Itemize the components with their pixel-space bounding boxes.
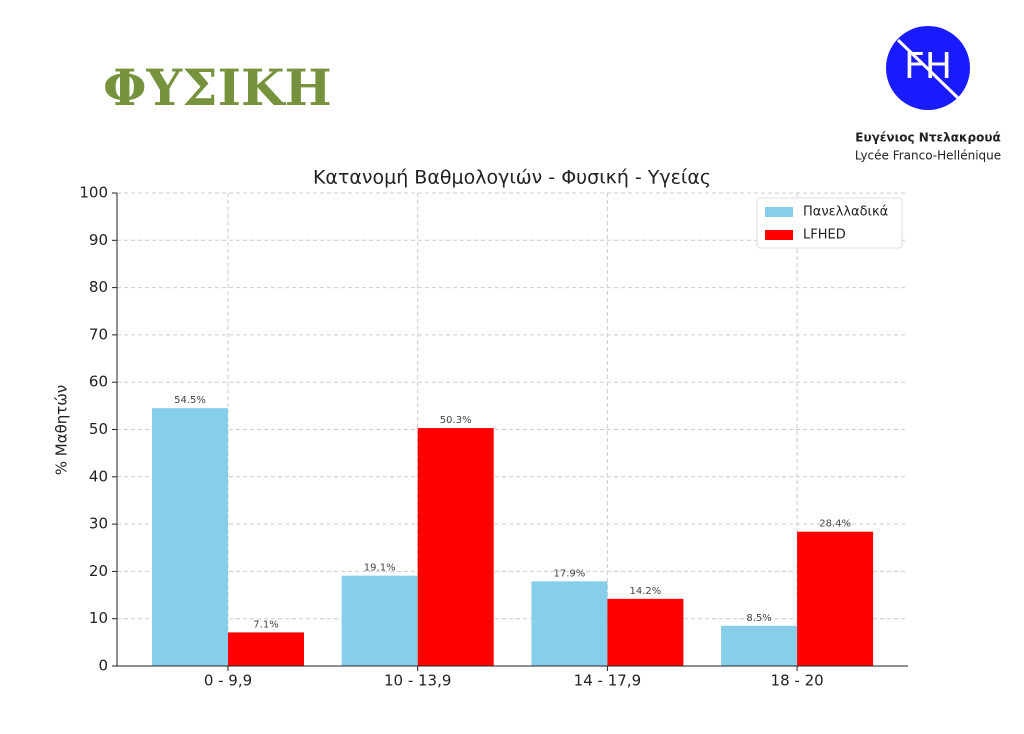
y-tick-label: 50 (89, 420, 108, 438)
value-label: 14.2% (630, 586, 662, 597)
y-tick-label: 40 (89, 467, 108, 485)
y-tick-label: 60 (89, 373, 108, 391)
bar (152, 408, 228, 666)
y-tick-label: 70 (89, 325, 108, 343)
y-tick-label: 80 (89, 278, 108, 296)
value-label: 17.9% (554, 568, 586, 579)
value-label: 50.3% (440, 415, 472, 426)
bar (228, 632, 304, 666)
bar (417, 428, 494, 666)
y-tick-label: 30 (89, 515, 108, 533)
legend-label: LFHED (803, 228, 846, 243)
x-tick-label: 10 - 13,9 (384, 672, 451, 690)
logo-name: Ευγένιος Ντελακρουά (855, 131, 1000, 145)
logo-school: Lycée Franco-Hellénique (855, 149, 1001, 163)
x-tick-label: 14 - 17,9 (574, 672, 641, 690)
legend-swatch (765, 207, 793, 217)
logo-mark: FH (904, 46, 952, 87)
y-tick-label: 100 (79, 184, 108, 202)
legend-box (756, 197, 903, 249)
bar (797, 531, 874, 666)
value-label: 7.1% (253, 619, 278, 630)
x-tick-label: 0 - 9,9 (204, 672, 252, 690)
value-label: 28.4% (819, 519, 851, 530)
value-label: 54.5% (174, 395, 206, 406)
bar (607, 598, 684, 666)
chart-title: Κατανομή Βαθμολογιών - Φυσική - Υγείας (313, 167, 711, 189)
x-tick-label: 18 - 20 (771, 672, 824, 690)
logo-stroke (896, 38, 960, 100)
y-axis-label: % Μαθητών (53, 385, 71, 476)
value-label: 19.1% (364, 563, 396, 574)
legend-label: Πανελλαδικά (803, 205, 888, 220)
y-tick-label: 90 (89, 231, 108, 249)
y-tick-label: 0 (98, 657, 108, 675)
bar (531, 581, 608, 666)
y-tick-label: 10 (89, 609, 108, 627)
bar (341, 575, 418, 666)
slide-title: ΦΥΣΙΚΗ (103, 58, 332, 117)
bar (721, 625, 798, 666)
legend-swatch (765, 230, 793, 240)
y-tick-label: 20 (89, 562, 108, 580)
value-label: 8.5% (746, 613, 771, 624)
